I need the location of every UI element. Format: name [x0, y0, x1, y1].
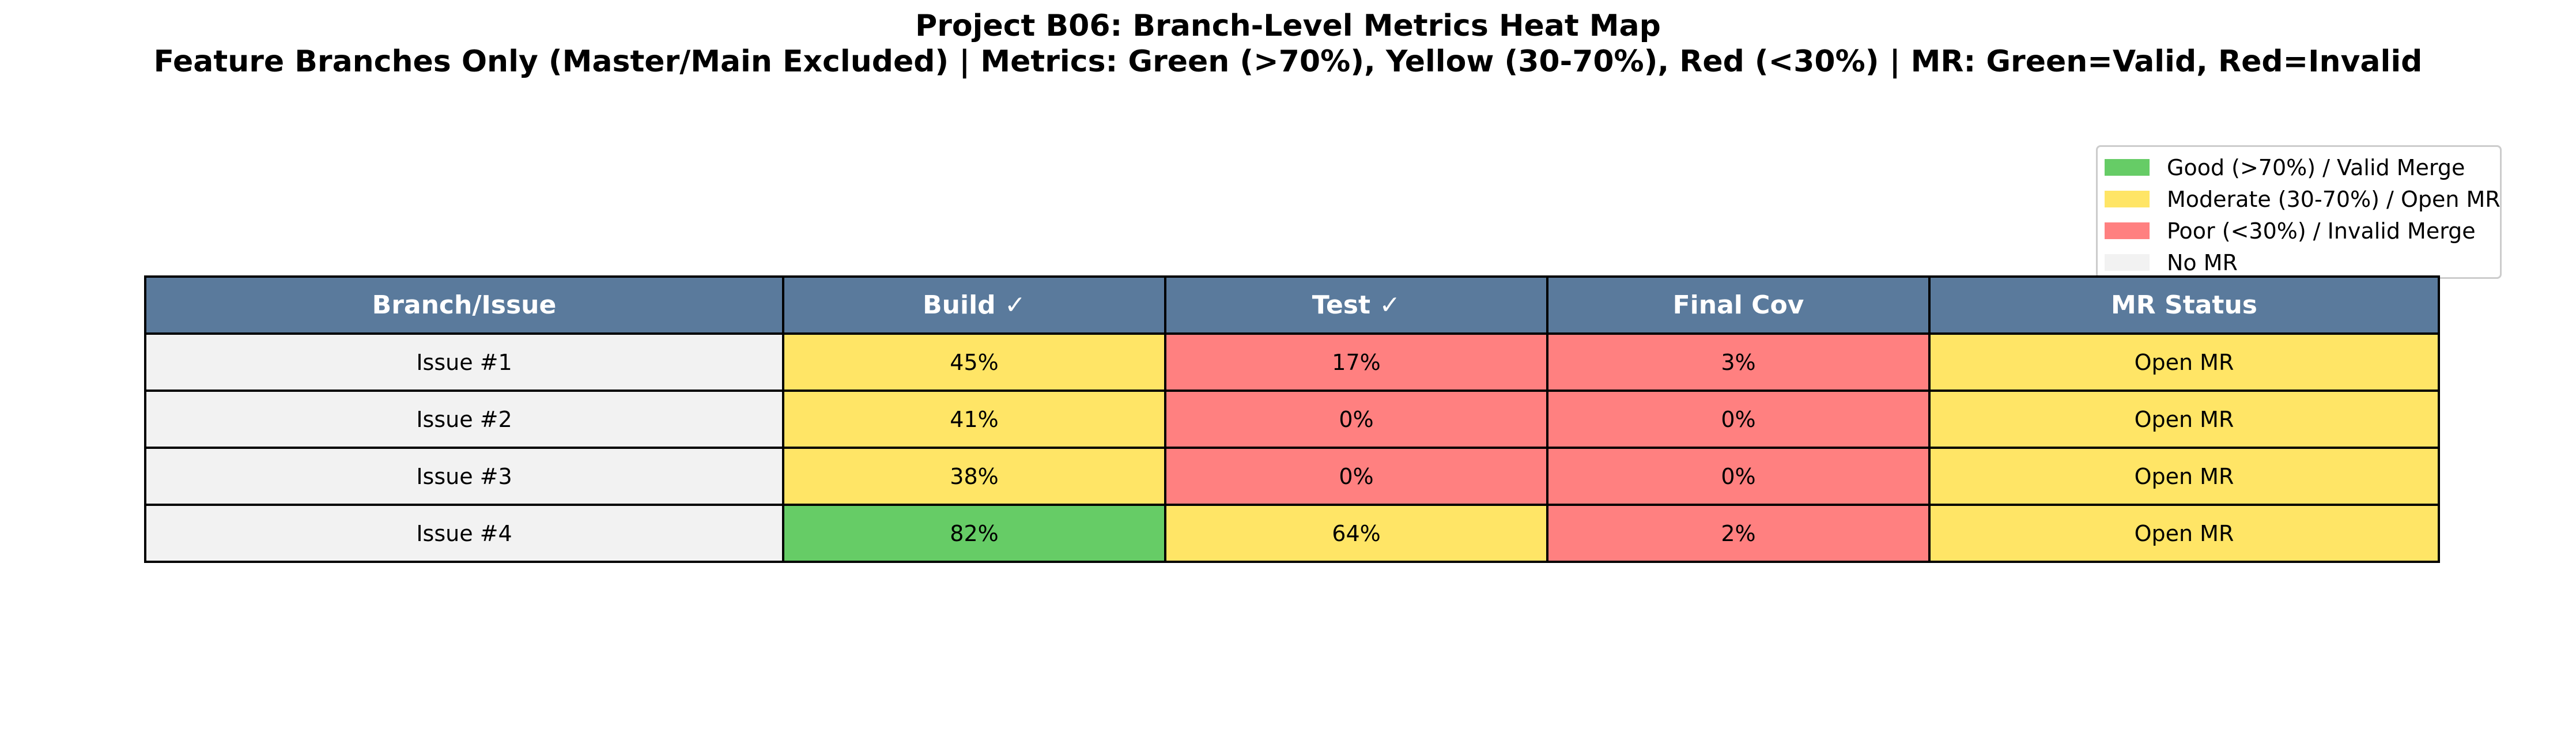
chart-title: Project B06: Branch-Level Metrics Heat M… — [915, 9, 1661, 43]
cell-final-cov: 3% — [1546, 332, 1931, 392]
cell-branch: Issue #4 — [144, 504, 784, 563]
legend-swatch-good — [2105, 159, 2150, 176]
legend-item-poor: Poor (<30%) / Invalid Merge — [2105, 215, 2500, 247]
table-header-row: Branch/Issue Build ✓ Test ✓ Final Cov MR Sta… — [144, 275, 2440, 335]
column-header-mr-status: MR Status — [1928, 275, 2440, 335]
table-row: Issue #3 38% 0% 0% Open MR — [144, 447, 2440, 506]
column-header-build: Build ✓ — [782, 275, 1166, 335]
cell-test: 0% — [1164, 447, 1548, 506]
table-body: Issue #1 45% 17% 3% Open MR Issue #2 41% 0% 0% Op… — [144, 332, 2440, 563]
column-header-final-cov: Final Cov — [1546, 275, 1931, 335]
chart-subtitle: Feature Branches Only (Master/Main Exclu… — [153, 44, 2423, 79]
table-row: Issue #2 41% 0% 0% Open MR — [144, 390, 2440, 449]
cell-build: 41% — [782, 390, 1166, 449]
cell-branch: Issue #3 — [144, 447, 784, 506]
cell-mr-status: Open MR — [1928, 504, 2440, 563]
table-row: Issue #4 82% 64% 2% Open MR — [144, 504, 2440, 563]
legend-label-poor: Poor (<30%) / Invalid Merge — [2167, 218, 2476, 244]
legend-label-moderate: Moderate (30-70%) / Open MR — [2167, 186, 2501, 212]
legend-swatch-moderate — [2105, 191, 2150, 207]
cell-build: 45% — [782, 332, 1166, 392]
legend-item-moderate: Moderate (30-70%) / Open MR — [2105, 183, 2501, 215]
cell-final-cov: 2% — [1546, 504, 1931, 563]
cell-build: 82% — [782, 504, 1166, 563]
cell-test: 0% — [1164, 390, 1548, 449]
cell-build: 38% — [782, 447, 1166, 506]
metrics-heatmap-table: Branch/Issue Build ✓ Test ✓ Final Cov MR Sta… — [144, 275, 2440, 563]
legend: Good (>70%) / Valid Merge Moderate (30-70… — [2096, 145, 2502, 279]
cell-mr-status: Open MR — [1928, 447, 2440, 506]
legend-item-none: No MR — [2105, 247, 2500, 278]
cell-mr-status: Open MR — [1928, 332, 2440, 392]
cell-branch: Issue #1 — [144, 332, 784, 392]
cell-final-cov: 0% — [1546, 447, 1931, 506]
table-row: Issue #1 45% 17% 3% Open MR — [144, 332, 2440, 392]
column-header-branch-issue: Branch/Issue — [144, 275, 784, 335]
legend-item-good: Good (>70%) / Valid Merge — [2105, 152, 2500, 183]
cell-final-cov: 0% — [1546, 390, 1931, 449]
legend-label-none: No MR — [2167, 249, 2238, 275]
column-header-test: Test ✓ — [1164, 275, 1548, 335]
cell-mr-status: Open MR — [1928, 390, 2440, 449]
chart-title-block: Project B06: Branch-Level Metrics Heat M… — [0, 8, 2576, 80]
cell-test: 64% — [1164, 504, 1548, 563]
legend-swatch-none — [2105, 254, 2150, 271]
cell-branch: Issue #2 — [144, 390, 784, 449]
legend-label-good: Good (>70%) / Valid Merge — [2167, 154, 2465, 180]
cell-test: 17% — [1164, 332, 1548, 392]
legend-swatch-poor — [2105, 222, 2150, 239]
